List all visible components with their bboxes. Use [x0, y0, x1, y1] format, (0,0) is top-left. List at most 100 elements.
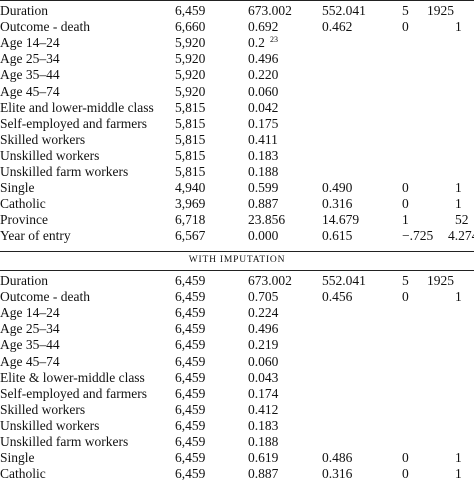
- row-label: Age 14–24: [0, 35, 60, 51]
- table-row: Outcome - death 6,459 0.705 0.456 0 1: [0, 288, 474, 305]
- section-divider-rule: [0, 251, 474, 252]
- row-label: Outcome - death: [0, 289, 90, 305]
- cell-observations: 5,920: [175, 51, 206, 67]
- cell-mean: 0.220: [248, 67, 279, 83]
- cell-std-dev: 0.615: [322, 228, 353, 244]
- cell-observations: 6,459: [175, 385, 206, 401]
- cell-mean: 0.060: [248, 353, 279, 369]
- cell-mean: 673.002: [248, 273, 292, 288]
- row-label: Outcome - death: [0, 19, 90, 35]
- table-row: Catholic 3,969 0.887 0.316 0 1: [0, 195, 474, 212]
- cell-std-dev: 0.456: [322, 289, 353, 305]
- cell-mean: 23.856: [248, 212, 286, 228]
- table-row: Age 45–74 6,459 0.060: [0, 353, 474, 370]
- cell-observations: 5,815: [175, 99, 206, 115]
- section-subheading: WITH IMPUTATION: [188, 255, 286, 265]
- cell-observations: 5,815: [175, 131, 206, 147]
- table-row: Single 4,940 0.599 0.490 0 1: [0, 179, 474, 196]
- cell-observations: 6,459: [175, 434, 206, 449]
- cell-mean: 0.599: [248, 180, 279, 196]
- cell-mean: 0.219: [248, 337, 279, 353]
- cell-std-dev: 552.041: [322, 273, 366, 288]
- cell-observations: 6,660: [175, 19, 206, 35]
- row-label: Age 25–34: [0, 321, 60, 337]
- cell-std-dev: 0.316: [322, 196, 353, 212]
- cell-mean: 0.174: [248, 385, 279, 401]
- table-top-rule: [0, 0, 474, 1]
- cell-min: 0: [402, 450, 409, 466]
- cell-mean: 0.224: [248, 305, 279, 321]
- cell-mean: 0.188: [248, 434, 279, 449]
- cell-observations: 6,459: [175, 401, 206, 417]
- cell-max: 52: [455, 212, 469, 228]
- row-label: Age 45–74: [0, 353, 60, 369]
- table-row: Outcome - death 6,660 0.692 0.462 0 1: [0, 18, 474, 35]
- cell-mean: 0.000: [248, 228, 279, 244]
- table-row: Duration 6,459 673.002 552.041 5 1925: [0, 2, 474, 19]
- row-label: Year of entry: [0, 228, 71, 244]
- cell-mean: 0.175: [248, 115, 279, 131]
- table-row: Duration 6,459 673.002 552.041 5 1925: [0, 272, 474, 289]
- table-row: Single 6,459 0.619 0.486 0 1: [0, 449, 474, 466]
- table-row: Unskilled workers 6,459 0.183: [0, 417, 474, 434]
- cell-min: −.725: [402, 228, 434, 244]
- cell-mean: 0.183: [248, 147, 279, 163]
- row-label: Age 35–44: [0, 67, 60, 83]
- row-label: Duration: [0, 3, 48, 18]
- cell-mean: 673.002: [248, 3, 292, 18]
- cell-observations: 6,459: [175, 289, 206, 305]
- row-label: Unskilled workers: [0, 417, 100, 433]
- row-label: Age 35–44: [0, 337, 60, 353]
- cell-mean: 0.887: [248, 196, 279, 212]
- table-row: Age 25–34 5,920 0.496: [0, 50, 474, 67]
- cell-observations: 6,567: [175, 228, 206, 244]
- table-row: Age 35–44 6,459 0.219: [0, 336, 474, 353]
- cell-observations: 3,969: [175, 196, 206, 212]
- cell-mean: 0.183: [248, 417, 279, 433]
- cell-std-dev: 0.490: [322, 180, 353, 196]
- cell-observations: 5,920: [175, 83, 206, 99]
- row-label: Age 14–24: [0, 305, 60, 321]
- cell-mean: 0.619: [248, 450, 279, 466]
- cell-max: 1: [455, 450, 462, 466]
- table-row: Unskilled workers 5,815 0.183: [0, 147, 474, 164]
- row-label: Elite and lower-middle class: [0, 99, 154, 115]
- cell-max: 1: [455, 289, 462, 305]
- cell-min: 5: [402, 3, 409, 18]
- cell-observations: 6,459: [175, 450, 206, 466]
- cell-observations: 5,920: [175, 35, 206, 51]
- cell-observations: 6,718: [175, 212, 206, 228]
- cell-std-dev: 0.486: [322, 450, 353, 466]
- table-row: Age 14–24 5,920 0.2 23: [0, 35, 278, 51]
- cell-observations: 6,459: [175, 369, 206, 385]
- cell-max: 1925: [427, 3, 454, 18]
- table-row: Year of entry 6,567 0.000 0.615 −.725 4.274: [0, 227, 474, 244]
- cell-mean: 0.2: [248, 35, 265, 51]
- row-label: Province: [0, 212, 48, 228]
- cell-min: 5: [402, 273, 409, 288]
- row-label: Self-employed and farmers: [0, 115, 147, 131]
- cell-std-dev: 552.041: [322, 3, 366, 18]
- cell-min: 0: [402, 180, 409, 196]
- cell-max: 1: [455, 19, 462, 35]
- row-label: Self-employed and farmers: [0, 385, 147, 401]
- cell-observations: 6,459: [175, 417, 206, 433]
- table-row: Province 6,718 23.856 14.679 1 52: [0, 211, 474, 228]
- cell-max: 4.274: [448, 228, 474, 244]
- table-row: Skilled workers 5,815 0.411: [0, 131, 474, 148]
- cell-max: 1925: [427, 273, 454, 288]
- cell-observations: 6,459: [175, 273, 206, 288]
- cell-min: 1: [402, 212, 409, 228]
- cell-mean: 0.042: [248, 99, 279, 115]
- row-label: Catholic: [0, 196, 46, 212]
- cell-observations: 6,459: [175, 321, 206, 337]
- row-label: Age 45–74: [0, 83, 60, 99]
- table-row: Unskilled farm workers 5,815 0.188: [0, 163, 474, 180]
- table-row: Elite and lower-middle class 5,815 0.042: [0, 99, 474, 116]
- cell-observations: 6,459: [175, 353, 206, 369]
- cell-observations: 6,459: [175, 3, 206, 18]
- row-label: Unskilled farm workers: [0, 434, 129, 449]
- cell-observations: 4,940: [175, 180, 206, 196]
- subheading-rule: [0, 270, 474, 271]
- row-label: Skilled workers: [0, 131, 86, 147]
